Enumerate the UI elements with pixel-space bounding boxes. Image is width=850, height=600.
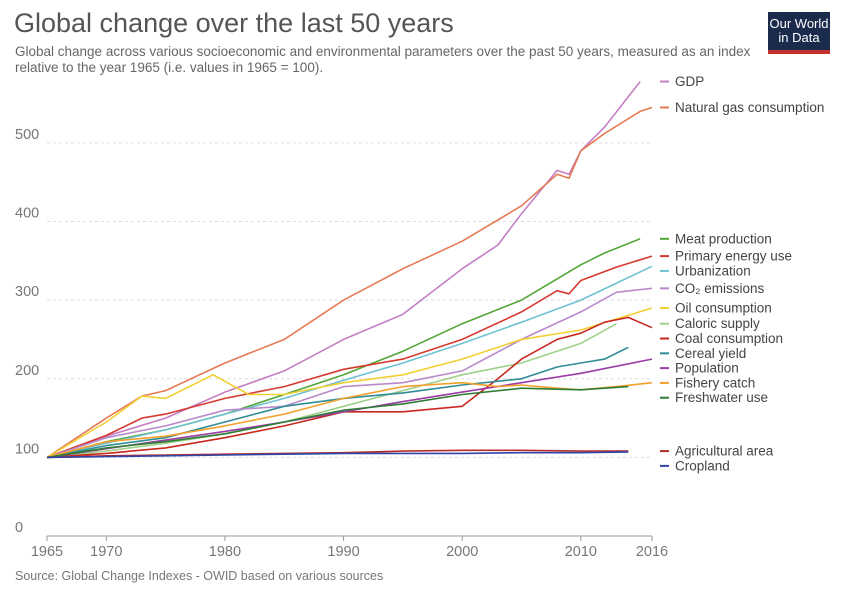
x-tick-label-1980: 1980	[209, 544, 241, 560]
series-line-7	[46, 323, 617, 459]
chart-title: Global change over the last 50 years	[14, 8, 454, 38]
logo-line-2: in Data	[778, 30, 820, 45]
chart-subtitle: Global change across various socioeconom…	[15, 44, 751, 75]
series-line-9	[46, 346, 629, 459]
legend-label-10: Population	[675, 361, 739, 376]
y-tick-label-0: 0	[15, 520, 23, 536]
series-line-2	[46, 238, 641, 459]
legend-label-14: Cropland	[675, 458, 730, 473]
legend-label-0: GDP	[675, 74, 704, 89]
series-line-12	[46, 385, 629, 459]
legend-label-8: Coal consumption	[675, 331, 783, 346]
legend-label-3: Primary energy use	[675, 249, 792, 264]
y-tick-label-400: 400	[15, 206, 39, 222]
x-tick-label-2016: 2016	[636, 544, 668, 560]
y-tick-label-500: 500	[15, 127, 39, 143]
x-tick-label-2000: 2000	[446, 544, 478, 560]
series-line-5	[46, 287, 653, 459]
series-line-6	[46, 307, 653, 459]
x-tick-label-1970: 1970	[90, 544, 122, 560]
legend-label-9: Cereal yield	[675, 346, 746, 361]
series-line-3	[46, 255, 653, 459]
series-line-1	[46, 106, 653, 459]
legend-label-12: Freshwater use	[675, 390, 768, 405]
series-line-10	[46, 358, 653, 459]
x-tick-label-1965: 1965	[31, 544, 63, 560]
legend-label-1: Natural gas consumption	[675, 100, 824, 115]
y-tick-label-100: 100	[15, 441, 39, 457]
series-line-4	[46, 265, 653, 459]
legend-label-6: Oil consumption	[675, 301, 772, 316]
legend-label-2: Meat production	[675, 231, 772, 246]
x-tick-label-2010: 2010	[565, 544, 597, 560]
owid-logo[interactable]: Our World in Data	[768, 12, 830, 54]
source-note: Source: Global Change Indexes - OWID bas…	[15, 569, 384, 583]
y-tick-label-200: 200	[15, 363, 39, 379]
legend-label-4: Urbanization	[675, 263, 751, 278]
logo-line-1: Our World	[769, 16, 829, 31]
legend-label-13: Agricultural area	[675, 444, 774, 459]
series-line-8	[46, 316, 653, 459]
y-tick-label-300: 300	[15, 284, 39, 300]
legend-label-7: Caloric supply	[675, 316, 760, 331]
legend-label-11: Fishery catch	[675, 375, 755, 390]
x-tick-label-1990: 1990	[327, 544, 359, 560]
series-line-14	[46, 451, 629, 459]
legend-label-5: CO₂ emissions	[675, 281, 765, 296]
